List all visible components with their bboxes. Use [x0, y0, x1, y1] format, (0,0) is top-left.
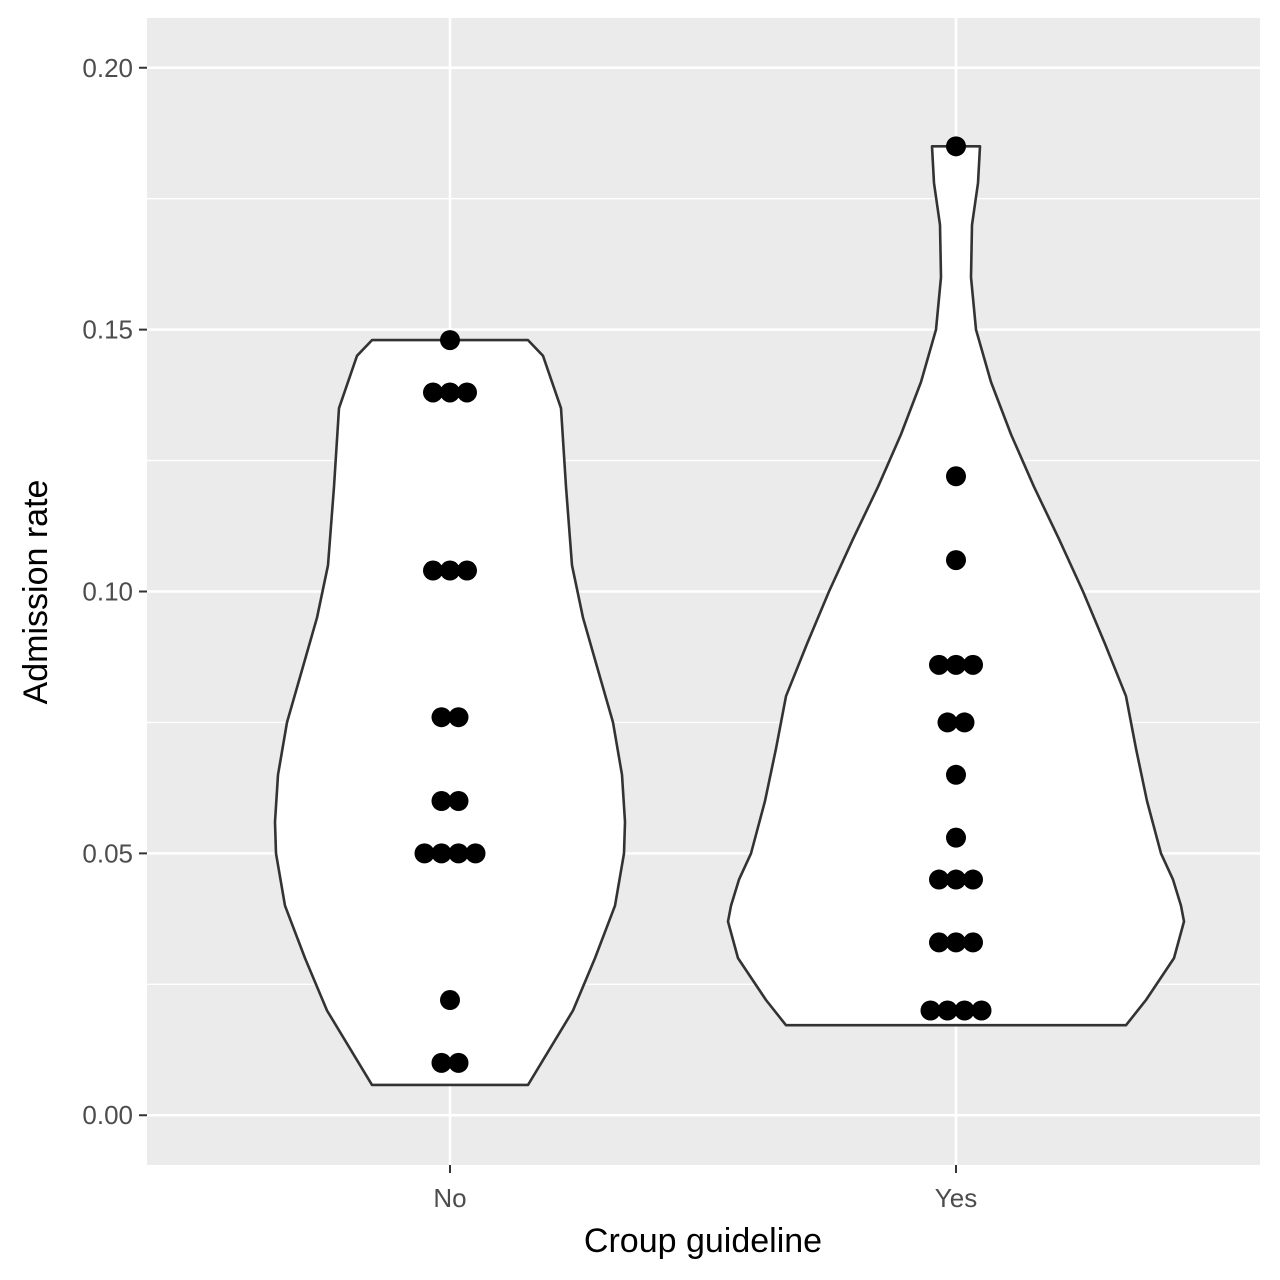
data-point [946, 827, 966, 848]
data-point [937, 712, 958, 733]
data-point [423, 560, 443, 581]
y-tick-label: 0.20 [82, 53, 133, 83]
data-point [448, 1052, 469, 1073]
y-axis: 0.00 0.05 0.10 0.15 0.20 [82, 53, 147, 1130]
data-point [431, 1052, 452, 1073]
y-tick-label: 0.05 [82, 838, 133, 868]
data-point [929, 932, 949, 953]
data-point [440, 330, 460, 351]
data-point [457, 560, 477, 581]
data-point [937, 1000, 958, 1021]
data-point [946, 764, 966, 785]
data-point [431, 707, 452, 728]
data-point [465, 843, 486, 864]
data-point [929, 869, 949, 890]
y-tick-label: 0.15 [82, 315, 133, 345]
data-point [954, 712, 975, 733]
data-point [946, 550, 966, 571]
data-point [963, 869, 983, 890]
x-tick-label: No [433, 1183, 466, 1213]
data-point [440, 560, 460, 581]
data-point [414, 843, 435, 864]
data-point [440, 382, 460, 403]
data-points [414, 136, 992, 1073]
data-point [920, 1000, 941, 1021]
x-axis-title: Croup guideline [584, 1222, 822, 1260]
data-point [423, 382, 443, 403]
data-point [457, 382, 477, 403]
data-point [971, 1000, 992, 1021]
data-point [440, 990, 460, 1011]
y-axis-title: Admission rate [17, 480, 55, 705]
data-point [963, 654, 983, 675]
data-point [946, 869, 966, 890]
violin-yes [726, 145, 1186, 1027]
data-point [963, 932, 983, 953]
y-tick-label: 0.10 [82, 577, 133, 607]
data-point [929, 654, 949, 675]
data-point [431, 843, 452, 864]
data-point [946, 932, 966, 953]
data-point [946, 654, 966, 675]
x-axis: No Yes [433, 1165, 977, 1213]
data-point [448, 843, 469, 864]
data-point [946, 466, 966, 487]
data-point [954, 1000, 975, 1021]
x-tick-label: Yes [935, 1183, 977, 1213]
y-tick-label: 0.00 [82, 1100, 133, 1130]
data-point [448, 707, 469, 728]
data-point [431, 790, 452, 811]
data-point [448, 790, 469, 811]
data-point [946, 136, 966, 157]
